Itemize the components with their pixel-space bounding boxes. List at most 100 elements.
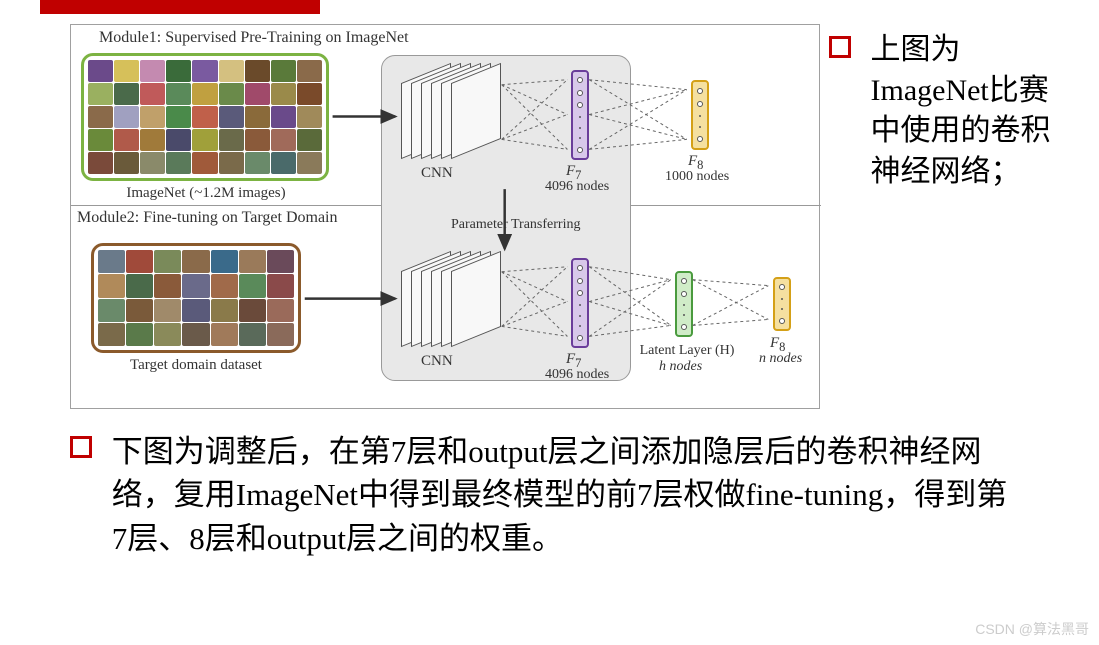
f8-layer-top [691, 80, 709, 150]
thumbnail [239, 323, 266, 346]
thumbnail [297, 106, 322, 128]
thumbnail [192, 106, 217, 128]
thumbnail [140, 152, 165, 174]
right-bullet-text: 上图为ImageNet比赛中使用的卷积神经网络； [871, 30, 1071, 192]
thumbnail [219, 152, 244, 174]
thumbnail [267, 274, 294, 297]
thumbnail [245, 152, 270, 174]
thumbnail [239, 274, 266, 297]
thumbnail [297, 83, 322, 105]
thumbnail [114, 106, 139, 128]
thumbnail [219, 83, 244, 105]
thumbnail [192, 83, 217, 105]
thumbnail [88, 106, 113, 128]
thumbnail [267, 250, 294, 273]
f8-caption-bot: n nodes [759, 351, 802, 367]
thumbnail [297, 60, 322, 82]
target-caption: Target domain dataset [121, 357, 271, 374]
divider-2 [631, 205, 821, 206]
thumbnail [154, 274, 181, 297]
thumbnail [245, 60, 270, 82]
thumbnail [140, 60, 165, 82]
thumbnail [98, 274, 125, 297]
thumbnail [166, 129, 191, 151]
thumbnail [166, 60, 191, 82]
f7-caption-bot: 4096 nodes [545, 367, 609, 383]
thumbnail [114, 129, 139, 151]
thumbnail [211, 323, 238, 346]
thumbnail [192, 129, 217, 151]
thumbnail [182, 323, 209, 346]
thumbnail [267, 323, 294, 346]
thumbnail [166, 152, 191, 174]
thumbnail [114, 152, 139, 174]
thumbnail [211, 274, 238, 297]
watermark: CSDN @算法黑哥 [975, 619, 1089, 639]
divider-1 [71, 205, 381, 206]
thumbnail [154, 323, 181, 346]
thumbnail [219, 106, 244, 128]
f8-layer-bot [773, 277, 791, 331]
thumbnail [140, 83, 165, 105]
latent-layer [675, 271, 693, 337]
thumbnail [267, 299, 294, 322]
right-bullet: 上图为ImageNet比赛中使用的卷积神经网络； [829, 30, 1079, 192]
thumbnail [182, 274, 209, 297]
thumbnail [271, 129, 296, 151]
thumbnail [245, 83, 270, 105]
bottom-bullet-text: 下图为调整后，在第7层和output层之间添加隐层后的卷积神经网络，复用Imag… [112, 430, 1012, 560]
f7-layer-top [571, 70, 589, 160]
thumbnail [182, 299, 209, 322]
cnn-label-top: CNN [421, 165, 453, 182]
thumbnail [140, 129, 165, 151]
thumbnail [192, 152, 217, 174]
thumbnail [88, 83, 113, 105]
accent-bar [40, 0, 320, 14]
thumbnail [219, 129, 244, 151]
module1-label: Module1: Supervised Pre-Training on Imag… [99, 29, 409, 47]
thumbnail [154, 250, 181, 273]
thumbnail [126, 274, 153, 297]
thumbnail [239, 250, 266, 273]
thumbnail [192, 60, 217, 82]
thumbnail [140, 106, 165, 128]
thumbnail [98, 299, 125, 322]
imagenet-grid [81, 53, 329, 181]
transfer-label: Parameter Transferring [451, 217, 580, 233]
thumbnail [245, 129, 270, 151]
thumbnail [211, 250, 238, 273]
f7-caption-top: 4096 nodes [545, 179, 609, 195]
latent-caption: h nodes [659, 359, 702, 375]
module2-label: Module2: Fine-tuning on Target Domain [77, 209, 337, 227]
thumbnail [166, 83, 191, 105]
diagram: Module1: Supervised Pre-Training on Imag… [70, 24, 820, 409]
thumbnail [98, 250, 125, 273]
thumbnail [88, 60, 113, 82]
thumbnail [182, 250, 209, 273]
thumbnail [271, 106, 296, 128]
thumbnail [114, 83, 139, 105]
thumbnail [271, 83, 296, 105]
f7-layer-bot [571, 258, 589, 348]
thumbnail [271, 152, 296, 174]
thumbnail [126, 323, 153, 346]
bottom-bullet: 下图为调整后，在第7层和output层之间添加隐层后的卷积神经网络，复用Imag… [70, 430, 1030, 560]
thumbnail [98, 323, 125, 346]
f8-caption-top: 1000 nodes [665, 169, 729, 185]
bullet-icon [70, 436, 92, 458]
thumbnail [245, 106, 270, 128]
thumbnail [297, 152, 322, 174]
thumbnail [88, 129, 113, 151]
target-grid [91, 243, 301, 353]
thumbnail [239, 299, 266, 322]
thumbnail [154, 299, 181, 322]
bullet-icon [829, 36, 851, 58]
thumbnail [297, 129, 322, 151]
thumbnail [88, 152, 113, 174]
thumbnail [219, 60, 244, 82]
thumbnail [211, 299, 238, 322]
latent-label: Latent Layer (H) [639, 343, 735, 359]
thumbnail [126, 299, 153, 322]
thumbnail [271, 60, 296, 82]
thumbnail [166, 106, 191, 128]
